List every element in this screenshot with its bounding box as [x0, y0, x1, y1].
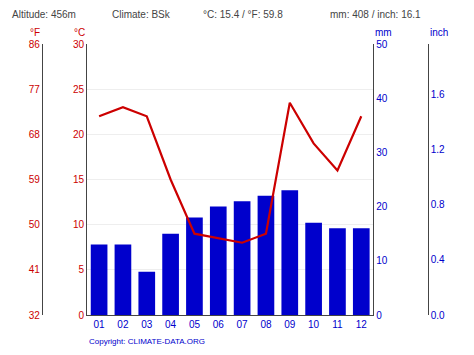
svg-text:07: 07 — [237, 319, 249, 330]
svg-text:1.2: 1.2 — [431, 144, 445, 155]
svg-text:10: 10 — [376, 255, 388, 266]
svg-text:30: 30 — [73, 39, 85, 50]
svg-text:10: 10 — [308, 319, 320, 330]
svg-text:40: 40 — [376, 93, 388, 104]
svg-text:15: 15 — [73, 174, 85, 185]
svg-text:77: 77 — [29, 84, 41, 95]
svg-text:05: 05 — [189, 319, 201, 330]
svg-text:20: 20 — [376, 201, 388, 212]
svg-text:Climate: BSk: Climate: BSk — [112, 9, 171, 20]
svg-text:01: 01 — [94, 319, 106, 330]
svg-text:30: 30 — [376, 147, 388, 158]
svg-text:20: 20 — [73, 129, 85, 140]
svg-text:06: 06 — [213, 319, 225, 330]
svg-text:Altitude: 456m: Altitude: 456m — [12, 9, 76, 20]
svg-text:0: 0 — [79, 310, 85, 321]
svg-text:04: 04 — [165, 319, 177, 330]
svg-text:1.6: 1.6 — [431, 89, 445, 100]
svg-text:°C: °C — [74, 27, 85, 38]
svg-text:0.0: 0.0 — [431, 310, 445, 321]
svg-text:10: 10 — [73, 219, 85, 230]
svg-text:50: 50 — [376, 39, 388, 50]
svg-text:°C: 15.4 / °F: 59.8: °C: 15.4 / °F: 59.8 — [203, 9, 283, 20]
svg-text:mm: mm — [375, 27, 392, 38]
svg-text:02: 02 — [117, 319, 129, 330]
svg-text:32: 32 — [29, 310, 41, 321]
svg-text:08: 08 — [260, 319, 272, 330]
svg-text:09: 09 — [284, 319, 296, 330]
svg-text:0: 0 — [376, 310, 382, 321]
svg-text:°F: °F — [30, 27, 40, 38]
svg-text:11: 11 — [332, 319, 343, 330]
svg-text:68: 68 — [29, 129, 41, 140]
svg-text:Copyright: CLIMATE-DATA.ORG: Copyright: CLIMATE-DATA.ORG — [89, 337, 205, 346]
svg-text:25: 25 — [73, 84, 85, 95]
svg-text:0.4: 0.4 — [431, 254, 445, 265]
svg-text:inch: inch — [430, 27, 448, 38]
svg-text:03: 03 — [141, 319, 153, 330]
svg-text:0.8: 0.8 — [431, 199, 445, 210]
svg-text:50: 50 — [29, 219, 41, 230]
svg-text:5: 5 — [79, 264, 85, 275]
svg-text:41: 41 — [29, 264, 41, 275]
svg-text:59: 59 — [29, 174, 41, 185]
svg-text:86: 86 — [29, 39, 41, 50]
svg-text:12: 12 — [356, 319, 368, 330]
svg-text:mm: 408 / inch: 16.1: mm: 408 / inch: 16.1 — [330, 9, 421, 20]
